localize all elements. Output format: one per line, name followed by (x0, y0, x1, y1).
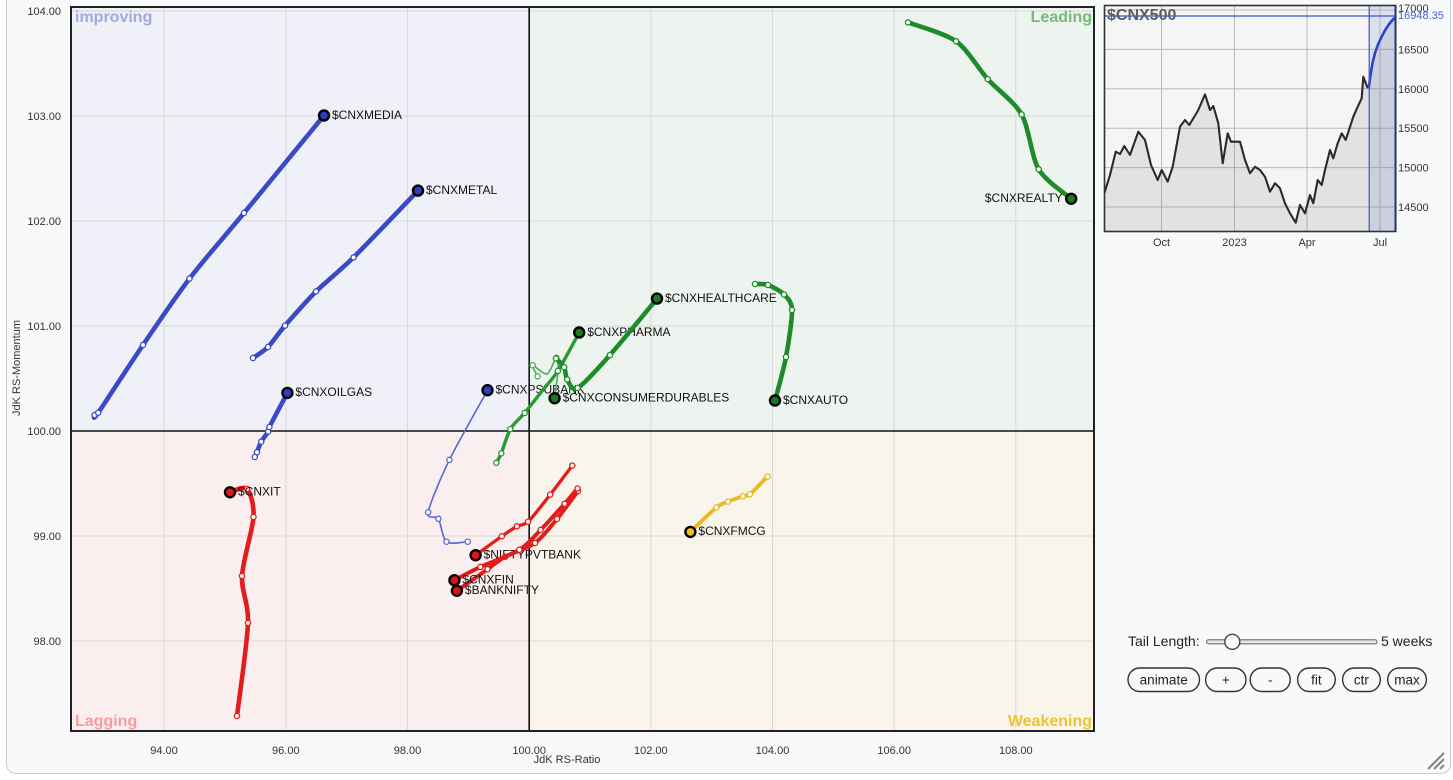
svg-text:improving: improving (75, 9, 152, 26)
svg-text:$CNXOILGAS: $CNXOILGAS (295, 385, 372, 399)
svg-text:98.00: 98.00 (33, 636, 61, 648)
svg-text:94.00: 94.00 (150, 745, 178, 757)
svg-text:Weakening: Weakening (1008, 713, 1092, 730)
svg-text:Leading: Leading (1031, 9, 1092, 26)
svg-text:100.00: 100.00 (27, 426, 61, 438)
svg-text:-: - (1268, 673, 1273, 688)
svg-text:Lagging: Lagging (75, 713, 137, 730)
svg-text:99.00: 99.00 (33, 531, 61, 543)
svg-text:101.00: 101.00 (27, 321, 61, 333)
svg-text:$CNXMEDIA: $CNXMEDIA (332, 108, 402, 122)
svg-text:5 weeks: 5 weeks (1381, 633, 1432, 649)
svg-text:102.00: 102.00 (27, 216, 61, 228)
svg-text:Apr: Apr (1298, 237, 1315, 249)
svg-text:104.00: 104.00 (756, 745, 790, 757)
svg-text:$CNXCONSUMERDURABLES: $CNXCONSUMERDURABLES (563, 391, 730, 405)
svg-text:Oct: Oct (1153, 237, 1170, 249)
svg-text:2023: 2023 (1222, 237, 1246, 249)
svg-text:+: + (1222, 673, 1230, 688)
svg-text:$CNXMETAL: $CNXMETAL (426, 183, 497, 197)
svg-text:16948.35: 16948.35 (1398, 10, 1444, 22)
svg-text:16500: 16500 (1398, 44, 1429, 56)
svg-text:106.00: 106.00 (877, 745, 911, 757)
svg-text:17000: 17000 (1398, 3, 1429, 15)
svg-text:animate: animate (1140, 673, 1188, 688)
svg-text:16000: 16000 (1398, 84, 1429, 96)
svg-text:15500: 15500 (1398, 123, 1429, 135)
svg-text:108.00: 108.00 (999, 745, 1033, 757)
svg-text:$CNX500: $CNX500 (1107, 7, 1176, 24)
svg-text:$CNXHEALTHCARE: $CNXHEALTHCARE (665, 291, 777, 305)
svg-text:Tail Length:: Tail Length: (1128, 633, 1200, 649)
svg-text:ctr: ctr (1354, 673, 1370, 688)
svg-text:102.00: 102.00 (634, 745, 668, 757)
svg-text:$BANKNIFTY: $BANKNIFTY (465, 583, 539, 597)
svg-text:$CNXAUTO: $CNXAUTO (783, 393, 848, 407)
svg-text:100.00: 100.00 (512, 745, 546, 757)
svg-text:$CNXFMCG: $CNXFMCG (698, 524, 765, 538)
svg-text:$CNXREALTY: $CNXREALTY (985, 191, 1063, 205)
svg-text:$CNXPSUBANK: $CNXPSUBANK (496, 383, 585, 397)
svg-text:103.00: 103.00 (27, 111, 61, 123)
svg-text:$CNXFIN: $CNXFIN (462, 573, 513, 587)
svg-text:15000: 15000 (1398, 163, 1429, 175)
svg-text:JdK RS-Ratio: JdK RS-Ratio (534, 754, 601, 766)
svg-text:$CNXIT: $CNXIT (238, 485, 281, 499)
svg-text:96.00: 96.00 (272, 745, 300, 757)
svg-text:98.00: 98.00 (394, 745, 422, 757)
svg-text:14500: 14500 (1398, 202, 1429, 214)
svg-text:max: max (1394, 673, 1420, 688)
svg-text:JdK RS-Momentum: JdK RS-Momentum (11, 320, 23, 416)
svg-text:Jul: Jul (1373, 237, 1387, 249)
svg-text:104.00: 104.00 (27, 6, 61, 18)
svg-text:fit: fit (1311, 673, 1322, 688)
